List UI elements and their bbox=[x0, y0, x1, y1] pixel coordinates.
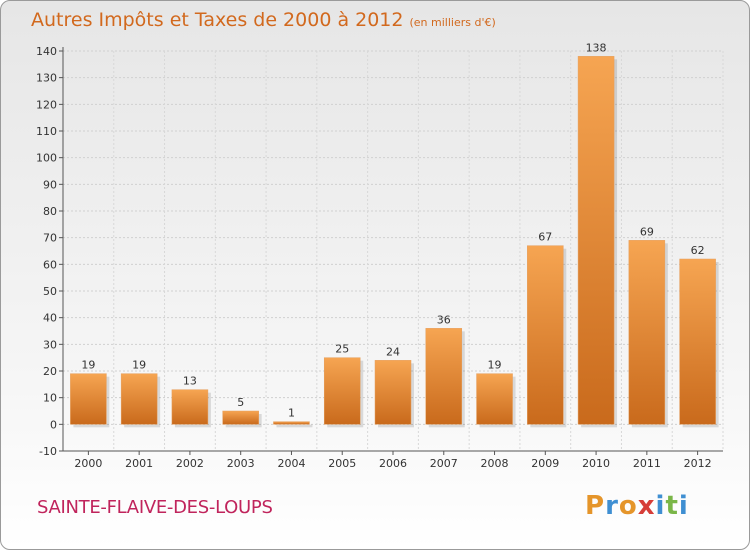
logo-letter: o bbox=[618, 491, 638, 521]
bar-value-label: 62 bbox=[691, 244, 705, 257]
x-tick-label: 2008 bbox=[481, 457, 509, 470]
axes bbox=[59, 47, 723, 455]
bar-2012 bbox=[679, 258, 716, 425]
bar-value-label: 5 bbox=[237, 396, 244, 409]
bar-value-label: 36 bbox=[437, 313, 451, 326]
bar-value-label: 138 bbox=[586, 41, 607, 54]
bar-2002 bbox=[171, 389, 209, 425]
commune-name: SAINTE-FLAIVE-DES-LOUPS bbox=[37, 497, 273, 518]
bar-2007 bbox=[425, 328, 463, 425]
x-tick-label: 2010 bbox=[582, 457, 610, 470]
bar-value-label: 19 bbox=[488, 359, 502, 372]
bar-2004 bbox=[273, 421, 310, 425]
bar-2011 bbox=[628, 240, 666, 425]
bar-value-label: 19 bbox=[81, 359, 95, 372]
bar-value-label: 1 bbox=[288, 407, 295, 420]
bar-value-label: 13 bbox=[183, 375, 197, 388]
x-tick-label: 2007 bbox=[430, 457, 458, 470]
bar-2001 bbox=[120, 373, 158, 425]
bar-2009 bbox=[527, 245, 564, 425]
bar-value-label: 19 bbox=[132, 359, 146, 372]
y-tick-label: 20 bbox=[43, 365, 57, 378]
bar-value-label: 67 bbox=[538, 231, 552, 244]
logo-letter: x bbox=[637, 491, 656, 521]
gridlines bbox=[62, 50, 724, 452]
y-tick-label: 90 bbox=[43, 178, 57, 191]
y-tick-label: 10 bbox=[43, 392, 57, 405]
x-tick-label: 2012 bbox=[684, 457, 712, 470]
bar-2005 bbox=[323, 357, 361, 425]
x-tick-label: 2000 bbox=[74, 457, 102, 470]
bar-2010 bbox=[577, 56, 615, 425]
y-tick-label: 120 bbox=[36, 98, 57, 111]
bar-2000 bbox=[70, 373, 107, 425]
x-tick-label: 2003 bbox=[227, 457, 255, 470]
x-tick-label: 2004 bbox=[277, 457, 305, 470]
bar-value-label: 25 bbox=[335, 343, 349, 356]
y-tick-label: 80 bbox=[43, 205, 57, 218]
y-tick-label: 30 bbox=[43, 338, 57, 351]
chart-title-text: Autres Impôts et Taxes de 2000 à 2012 bbox=[31, 9, 404, 31]
y-tick-label: 50 bbox=[43, 285, 57, 298]
logo-letter: i bbox=[678, 491, 689, 521]
x-tick-label: 2001 bbox=[125, 457, 153, 470]
logo-letter: i bbox=[655, 491, 666, 521]
y-tick-label: 60 bbox=[43, 258, 57, 271]
x-tick-label: 2005 bbox=[328, 457, 356, 470]
bar-shadow bbox=[276, 424, 313, 428]
y-tick-label: 110 bbox=[36, 125, 57, 138]
chart-unit: (en milliers d'€) bbox=[409, 16, 496, 29]
y-tick-label: 130 bbox=[36, 72, 57, 85]
logo-letter: P bbox=[585, 491, 606, 521]
x-tick-label: 2009 bbox=[531, 457, 559, 470]
y-tick-label: 0 bbox=[50, 418, 57, 431]
bars bbox=[70, 56, 719, 428]
bar-value-label: 69 bbox=[640, 225, 654, 238]
bar-2006 bbox=[374, 360, 412, 425]
x-tick-label: 2006 bbox=[379, 457, 407, 470]
y-tick-label: 40 bbox=[43, 312, 57, 325]
y-tick-label: 140 bbox=[36, 45, 57, 58]
x-tick-label: 2011 bbox=[633, 457, 661, 470]
chart-title: Autres Impôts et Taxes de 2000 à 2012 (en… bbox=[31, 9, 496, 31]
labels: -10 0 10 20 30 40 50 60 70 80 90 100 110 120 130 140 19 2… bbox=[36, 41, 712, 470]
proxiti-logo: Proxiti bbox=[585, 491, 689, 521]
y-tick-label: 70 bbox=[43, 232, 57, 245]
bar-2008 bbox=[476, 373, 513, 425]
bar-value-label: 24 bbox=[386, 345, 400, 358]
y-tick-label: 100 bbox=[36, 152, 57, 165]
y-tick-label: -10 bbox=[39, 445, 57, 458]
x-tick-label: 2002 bbox=[176, 457, 204, 470]
bar-2003 bbox=[222, 410, 259, 425]
logo-letter: t bbox=[665, 491, 679, 521]
logo-letter: r bbox=[605, 491, 619, 521]
